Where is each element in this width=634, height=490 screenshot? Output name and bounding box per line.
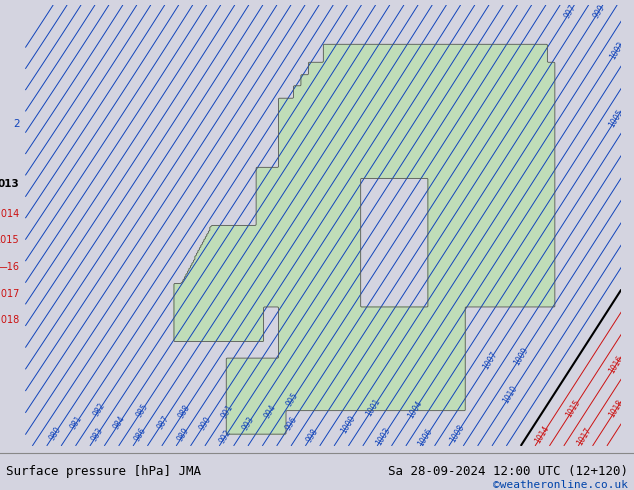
Text: 1015: 1015 — [0, 235, 20, 245]
Text: 1014: 1014 — [533, 424, 551, 445]
Text: 1016: 1016 — [607, 354, 625, 375]
Text: 1018: 1018 — [608, 398, 626, 419]
Text: 989: 989 — [176, 426, 191, 443]
Text: 1010: 1010 — [501, 384, 519, 405]
Text: 1006: 1006 — [417, 427, 434, 448]
Text: 988: 988 — [177, 403, 192, 420]
Text: 993: 993 — [240, 415, 256, 432]
Text: 1003: 1003 — [375, 426, 392, 447]
Text: 1009: 1009 — [512, 345, 530, 367]
Text: 994: 994 — [262, 403, 278, 420]
Text: Sa 28-09-2024 12:00 UTC (12+120): Sa 28-09-2024 12:00 UTC (12+120) — [387, 465, 628, 478]
Text: —1018: —1018 — [0, 315, 20, 325]
Text: 981: 981 — [69, 414, 84, 431]
Text: 982: 982 — [91, 401, 107, 418]
Text: —1014: —1014 — [0, 209, 20, 220]
Text: 986: 986 — [133, 426, 148, 443]
Text: 1017: 1017 — [576, 426, 593, 447]
Text: 1008: 1008 — [448, 423, 466, 444]
Text: 985: 985 — [134, 402, 150, 419]
Text: 1015: 1015 — [565, 398, 583, 419]
Text: 1007: 1007 — [481, 349, 499, 371]
Text: 1000: 1000 — [339, 414, 357, 435]
Text: Surface pressure [hPa] JMA: Surface pressure [hPa] JMA — [6, 465, 202, 478]
Text: 990: 990 — [197, 415, 212, 432]
Text: —16: —16 — [0, 262, 20, 272]
Text: 983: 983 — [89, 426, 105, 443]
Text: ©weatheronline.co.uk: ©weatheronline.co.uk — [493, 480, 628, 490]
Text: 1005: 1005 — [607, 108, 625, 129]
Text: 996: 996 — [283, 415, 299, 432]
Text: 991: 991 — [220, 403, 235, 420]
Text: 997: 997 — [563, 2, 578, 20]
Text: 998: 998 — [304, 427, 320, 444]
Text: 1004: 1004 — [406, 399, 424, 420]
Text: 1001: 1001 — [365, 397, 382, 418]
Text: 013: 013 — [0, 178, 20, 189]
Text: 980: 980 — [48, 425, 63, 442]
Text: 984: 984 — [112, 415, 127, 431]
Text: —1017: —1017 — [0, 289, 20, 299]
Text: 987: 987 — [155, 414, 171, 431]
Text: 992: 992 — [218, 428, 233, 445]
Text: 995: 995 — [285, 391, 301, 408]
Text: 999: 999 — [592, 2, 607, 20]
Text: 2: 2 — [13, 119, 20, 129]
Text: 1002: 1002 — [608, 40, 626, 61]
